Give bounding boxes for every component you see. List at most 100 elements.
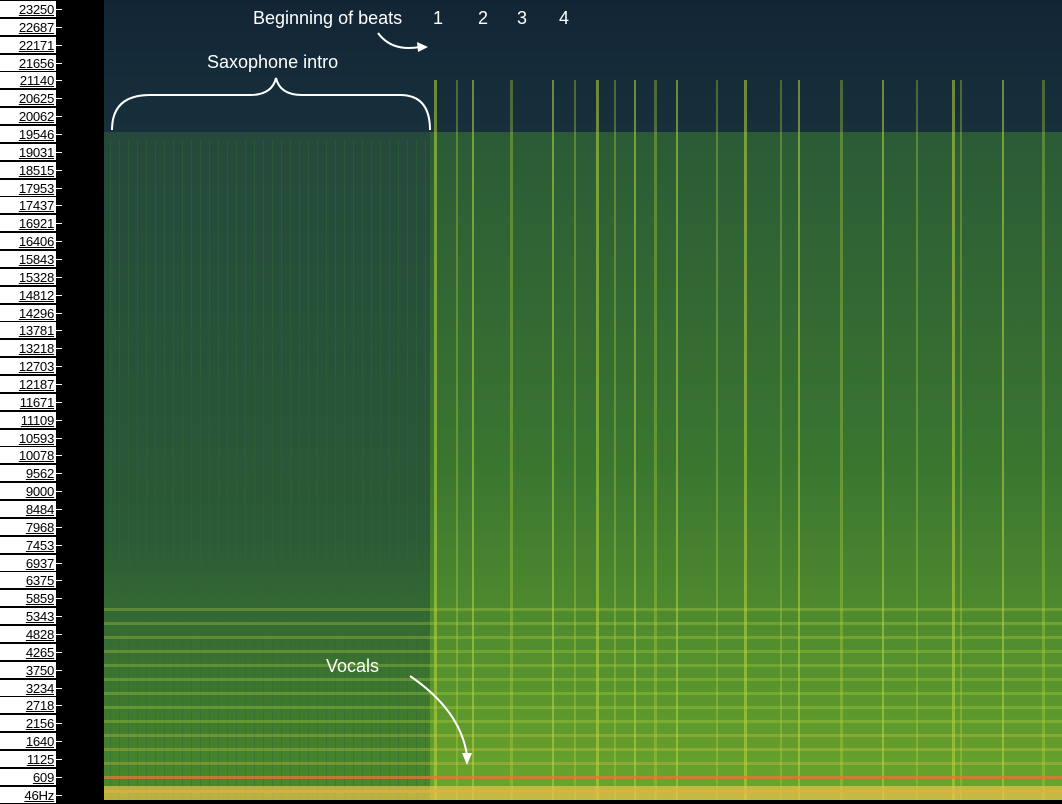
transient-lines: [110, 80, 1045, 800]
transient-line: [614, 80, 616, 800]
y-tick-mark: [56, 384, 62, 385]
y-tick-label: 13218: [0, 340, 56, 358]
harmonic-band: [104, 692, 1062, 695]
harmonic-band: [104, 748, 1062, 751]
y-tick-label: 10078: [0, 447, 56, 465]
harmonic-bands: [104, 608, 1062, 800]
y-tick-mark: [56, 455, 62, 457]
transient-line: [882, 80, 884, 800]
y-tick-label: 19031: [0, 143, 56, 161]
intro-streak: [209, 140, 210, 800]
y-tick-mark: [56, 651, 62, 653]
y-tick-label: 3750: [0, 661, 56, 679]
intro-streak: [155, 140, 156, 800]
transient-line: [798, 80, 800, 800]
y-tick-mark: [56, 687, 62, 689]
transient-line: [960, 80, 962, 800]
y-tick-mark: [56, 794, 62, 796]
y-tick-label: 9562: [0, 465, 56, 483]
intro-streak: [281, 140, 282, 800]
intro-streak: [119, 140, 120, 800]
intro-streak: [353, 140, 354, 800]
y-tick-mark: [56, 562, 62, 564]
y-tick-mark: [56, 187, 62, 189]
y-tick-label: 15843: [0, 251, 56, 268]
y-tick-label: 14296: [0, 304, 56, 322]
intro-streak: [425, 140, 426, 800]
intro-streak: [110, 140, 111, 800]
intro-streak: [164, 140, 165, 800]
intro-streak: [335, 140, 336, 800]
y-tick-label: 609: [0, 768, 56, 786]
y-tick-label: 23250: [0, 1, 56, 18]
y-tick-label: 12187: [0, 376, 56, 393]
y-tick-mark: [56, 241, 62, 243]
beat-number-3: 3: [517, 8, 528, 28]
transient-line: [744, 80, 747, 800]
y-tick-mark: [56, 401, 62, 403]
y-tick-mark: [56, 526, 62, 528]
intro-streak: [308, 140, 309, 800]
intro-streak: [173, 140, 174, 800]
intro-streak: [290, 140, 291, 800]
y-tick-mark: [56, 366, 62, 368]
frequency-axis: 23250 22687 22171 21656 21140 20625 20062 19546…: [0, 0, 62, 804]
intro-streak: [182, 140, 183, 800]
y-tick-label: 7453: [0, 536, 56, 554]
y-tick-mark: [56, 437, 62, 439]
y-tick-label: 17953: [0, 179, 56, 197]
y-tick-label: 20625: [0, 90, 56, 108]
y-tick-label: 7968: [0, 518, 56, 536]
harmonic-band: [104, 706, 1062, 709]
y-tick-mark: [56, 580, 62, 582]
y-tick-label: 46Hz: [0, 786, 56, 804]
y-tick-mark: [56, 491, 62, 493]
transient-line: [676, 80, 678, 800]
intro-streak: [344, 140, 345, 800]
beat-number-4: 4: [559, 8, 570, 28]
harmonic-band: [104, 664, 1062, 667]
transient-line: [716, 80, 718, 800]
intro-streak: [317, 140, 318, 800]
intro-label: Saxophone intro: [207, 52, 339, 72]
y-tick-mark: [56, 669, 62, 671]
y-tick-mark: [56, 205, 62, 207]
y-tick-mark: [56, 98, 62, 100]
intro-streak: [371, 140, 372, 800]
harmonic-band: [104, 608, 1062, 611]
transient-line: [840, 80, 843, 800]
transient-line: [434, 80, 437, 800]
y-tick-mark: [56, 759, 62, 760]
harmonic-band: [104, 622, 1062, 625]
low-frequency-floor: [104, 786, 1062, 800]
intro-streak: [191, 140, 192, 800]
y-tick-mark: [56, 9, 62, 10]
transient-line: [574, 80, 576, 800]
transient-line: [596, 80, 599, 800]
transient-line: [952, 80, 955, 800]
transient-line: [510, 80, 513, 800]
y-tick-mark: [56, 741, 62, 743]
y-tick-mark: [56, 544, 62, 546]
transient-line: [1042, 80, 1045, 800]
intro-streak: [272, 140, 273, 800]
y-tick-label: 3234: [0, 679, 56, 697]
y-tick-label: 12703: [0, 358, 56, 376]
intro-streak: [398, 140, 399, 800]
intro-streak: [236, 140, 237, 800]
harmonic-band: [104, 636, 1062, 639]
harmonic-band: [104, 678, 1062, 681]
intro-streak: [380, 140, 381, 800]
y-tick-label: 11109: [0, 411, 56, 429]
y-tick-label: 1125: [0, 751, 56, 768]
intro-streak: [407, 140, 408, 800]
y-tick-label: 16921: [0, 215, 56, 233]
transient-line: [1002, 80, 1004, 800]
y-tick-mark: [56, 134, 62, 135]
intro-streak: [326, 140, 327, 800]
y-tick-label: 20062: [0, 108, 56, 126]
y-tick-mark: [56, 294, 62, 296]
beat-number-1: 1: [433, 8, 444, 28]
y-tick-mark: [56, 776, 62, 778]
